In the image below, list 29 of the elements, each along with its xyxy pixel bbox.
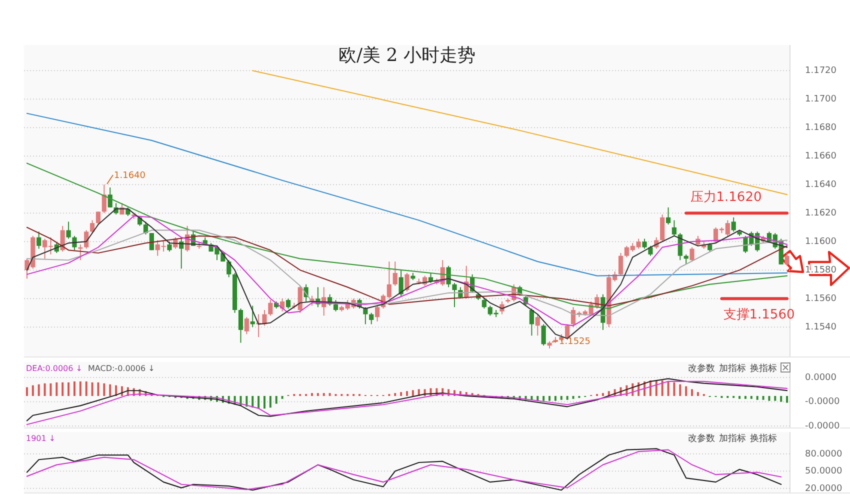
annotation: 改参数 <box>688 433 715 444</box>
annotation: 加指标 <box>719 433 746 444</box>
annotation: 换指标 <box>750 363 777 374</box>
annotation: MACD:-0.0006 ↓ <box>88 364 155 373</box>
y-tick-label: 1.1700 <box>805 94 837 105</box>
annotation: 改参数 <box>688 363 715 374</box>
y-tick-label: 1.1620 <box>805 208 837 219</box>
chart-title: 欧/美 2 小时走势 <box>338 45 476 66</box>
annotation: 1.1525 <box>559 337 590 347</box>
annotation: DEA:0.0006 ↓ <box>26 364 82 373</box>
annotation: 1.1640 <box>114 171 146 181</box>
annotation: 1901 ↓ <box>26 434 56 443</box>
y-tick-label: 1.1640 <box>805 180 837 190</box>
y-tick-label: -0.0000 <box>805 397 840 408</box>
y-tick-label: 1.1720 <box>805 66 837 76</box>
y-tick-label: 0.0000 <box>805 372 837 383</box>
y-tick-label: -0.0000 <box>805 422 840 432</box>
annotation: 加指标 <box>719 363 746 374</box>
annotation: 压力1.1620 <box>690 190 762 206</box>
y-tick-label: 1.1600 <box>805 237 837 248</box>
y-tick-label: 1.1680 <box>805 123 837 134</box>
y-tick-label: 1.1560 <box>805 294 837 304</box>
y-tick-label: 1.1660 <box>805 152 837 162</box>
y-tick-label: 50.0000 <box>805 466 842 477</box>
annotation: 支撑1.1560 <box>723 308 795 323</box>
y-tick-label: 80.0000 <box>805 449 842 460</box>
annotation: 换指标 <box>750 433 777 444</box>
y-tick-label: 1.1540 <box>805 322 837 333</box>
y-tick-label: 20.0000 <box>805 484 842 494</box>
